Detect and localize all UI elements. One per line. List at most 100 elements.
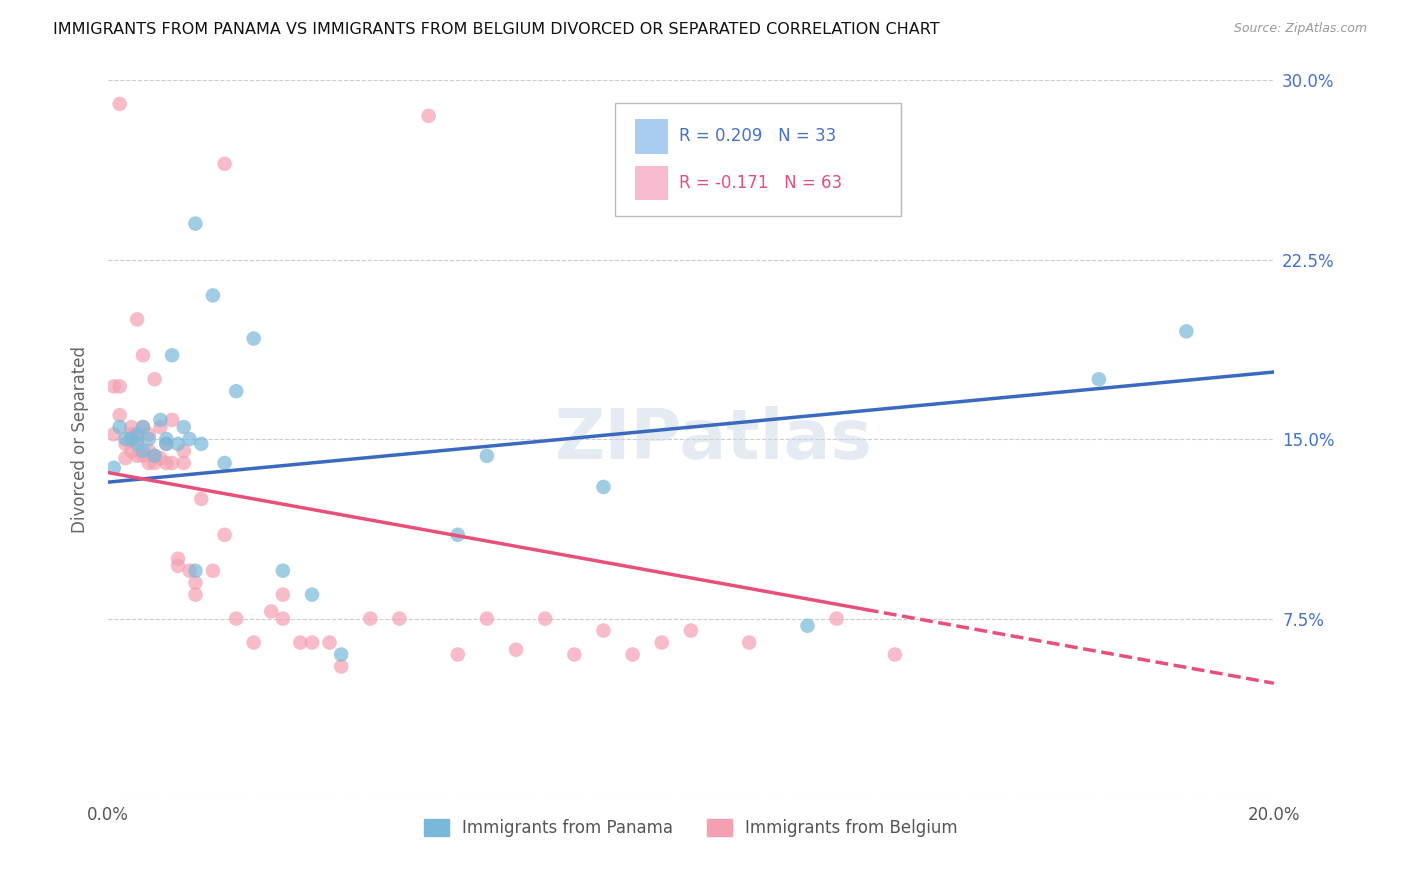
Point: [173, 456, 195, 470]
Point: [825, 611, 848, 625]
Point: [592, 624, 614, 638]
Point: [796, 619, 818, 633]
Text: IMMIGRANTS FROM PANAMA VS IMMIGRANTS FROM BELGIUM DIVORCED OR SEPARATED CORRELAT: IMMIGRANTS FROM PANAMA VS IMMIGRANTS FRO…: [53, 22, 941, 37]
Point: [214, 528, 236, 542]
Point: [359, 611, 381, 625]
Point: [184, 564, 207, 578]
Point: [127, 312, 149, 326]
Point: [330, 648, 353, 662]
Point: [138, 432, 160, 446]
Point: [301, 635, 323, 649]
Point: [120, 420, 142, 434]
Text: Source: ZipAtlas.com: Source: ZipAtlas.com: [1233, 22, 1367, 36]
Point: [475, 611, 498, 625]
Point: [167, 437, 190, 451]
Point: [290, 635, 312, 649]
Point: [173, 444, 195, 458]
Point: [184, 217, 207, 231]
Point: [505, 642, 527, 657]
Point: [160, 348, 183, 362]
FancyBboxPatch shape: [614, 103, 901, 217]
Point: [301, 588, 323, 602]
Point: [1175, 324, 1198, 338]
Point: [562, 648, 585, 662]
Point: [138, 456, 160, 470]
Point: [143, 372, 166, 386]
Point: [190, 491, 212, 506]
Point: [271, 588, 294, 602]
Point: [132, 449, 155, 463]
Point: [447, 648, 470, 662]
Point: [155, 432, 177, 446]
Text: ZIPatlas: ZIPatlas: [555, 406, 873, 473]
Point: [330, 659, 353, 673]
Point: [179, 432, 201, 446]
Point: [108, 408, 131, 422]
Point: [883, 648, 905, 662]
Point: [138, 427, 160, 442]
Point: [201, 564, 224, 578]
Point: [190, 437, 212, 451]
Point: [179, 564, 201, 578]
Point: [214, 157, 236, 171]
Point: [143, 449, 166, 463]
Point: [114, 437, 136, 451]
Point: [651, 635, 673, 649]
Point: [103, 379, 125, 393]
Point: [143, 456, 166, 470]
Text: R = 0.209   N = 33: R = 0.209 N = 33: [679, 128, 837, 145]
Point: [114, 432, 136, 446]
Point: [271, 611, 294, 625]
Point: [225, 611, 247, 625]
Bar: [636, 119, 668, 153]
Point: [201, 288, 224, 302]
Point: [155, 437, 177, 451]
Point: [149, 451, 172, 466]
Point: [108, 420, 131, 434]
Point: [418, 109, 440, 123]
Point: [127, 449, 149, 463]
Point: [260, 604, 283, 618]
Point: [143, 449, 166, 463]
Point: [120, 432, 142, 446]
Point: [167, 558, 190, 573]
Point: [120, 427, 142, 442]
Text: R = -0.171   N = 63: R = -0.171 N = 63: [679, 174, 842, 192]
Point: [127, 437, 149, 451]
Point: [103, 427, 125, 442]
Point: [1088, 372, 1111, 386]
Point: [447, 528, 470, 542]
Point: [103, 460, 125, 475]
Point: [138, 444, 160, 458]
Point: [242, 635, 264, 649]
Point: [621, 648, 644, 662]
Point: [388, 611, 411, 625]
Point: [120, 444, 142, 458]
Point: [127, 427, 149, 442]
Point: [738, 635, 761, 649]
Point: [167, 551, 190, 566]
Y-axis label: Divorced or Separated: Divorced or Separated: [72, 345, 89, 533]
Point: [184, 588, 207, 602]
Point: [242, 332, 264, 346]
Point: [132, 348, 155, 362]
Point: [149, 420, 172, 434]
Point: [225, 384, 247, 399]
Point: [127, 432, 149, 446]
Point: [592, 480, 614, 494]
Bar: [636, 166, 668, 201]
Point: [114, 451, 136, 466]
Point: [155, 437, 177, 451]
Point: [318, 635, 340, 649]
Point: [679, 624, 702, 638]
Point: [108, 97, 131, 112]
Point: [534, 611, 557, 625]
Point: [108, 379, 131, 393]
Point: [132, 444, 155, 458]
Legend: Immigrants from Panama, Immigrants from Belgium: Immigrants from Panama, Immigrants from …: [418, 813, 965, 844]
Point: [475, 449, 498, 463]
Point: [173, 420, 195, 434]
Point: [132, 420, 155, 434]
Point: [149, 413, 172, 427]
Point: [160, 413, 183, 427]
